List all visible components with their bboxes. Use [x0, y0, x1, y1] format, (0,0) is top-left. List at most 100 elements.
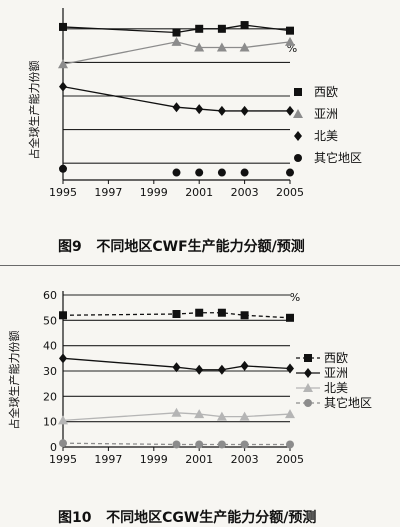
chart-cgw: 1995 1997 1999 2001 2003 2005 0 10 20 30 40 50 60 % 占全… [7, 289, 372, 466]
y-tick-label: 50 [43, 314, 57, 327]
data-point-亚洲 [240, 360, 249, 371]
data-point-亚洲 [58, 59, 68, 69]
data-point-西欧 [195, 308, 204, 317]
data-point-北美 [216, 411, 227, 421]
data-point-西欧 [240, 21, 249, 30]
data-point-西欧 [240, 311, 249, 320]
legend-label: 亚洲 [324, 366, 348, 380]
data-point-亚洲 [172, 362, 181, 373]
data-point-北美 [194, 409, 205, 419]
data-point-其它地区 [286, 440, 294, 449]
legend-marker-西欧 [294, 88, 302, 96]
caption-figure-10: 图10 不同地区CGW生产能力分额/预测 [58, 510, 317, 526]
data-point-其它地区 [59, 439, 67, 448]
data-point-其它地区 [172, 168, 181, 177]
data-point-其它地区 [240, 440, 249, 449]
data-point-其它地区 [195, 168, 204, 177]
x-tick-label: 2005 [276, 186, 304, 199]
data-point-亚洲 [194, 42, 205, 52]
data-point-西欧 [59, 22, 67, 31]
legend-marker-亚洲 [293, 109, 303, 118]
data-point-北美 [59, 81, 67, 92]
data-point-亚洲 [217, 364, 226, 375]
data-point-其它地区 [217, 440, 226, 449]
x-tick-label: 1995 [49, 453, 77, 466]
legend-marker-北美 [303, 383, 313, 392]
data-point-北美 [172, 102, 181, 113]
data-point-其它地区 [172, 440, 181, 449]
data-point-其它地区 [286, 168, 294, 177]
separator-line [0, 265, 400, 266]
data-point-西欧 [172, 28, 181, 37]
legend-label: 亚洲 [314, 107, 338, 121]
data-point-其它地区 [240, 168, 249, 177]
y-tick-label: 0 [50, 441, 57, 454]
unit-label: % [290, 291, 300, 304]
x-tick-label: 1997 [94, 186, 122, 199]
legend-marker-北美 [294, 131, 302, 141]
data-point-其它地区 [59, 164, 67, 173]
data-point-北美 [240, 105, 249, 116]
data-point-西欧 [286, 313, 294, 322]
data-point-西欧 [172, 310, 181, 318]
x-tick-label: 1999 [140, 453, 168, 466]
series-line-北美 [62, 412, 291, 422]
series-line-西欧 [62, 24, 291, 34]
chart-cwf: 1995 1997 1999 2001 2003 2005% 占全球生产能力份额 西欧亚洲北美… [27, 8, 362, 199]
data-point-西欧 [217, 24, 226, 33]
legend-marker-西欧 [304, 354, 312, 362]
data-point-西欧 [217, 308, 226, 317]
series-line-其它地区 [62, 442, 290, 446]
data-point-亚洲 [171, 36, 182, 46]
y-tick-label: 30 [43, 365, 57, 378]
data-point-北美 [217, 105, 226, 116]
y-tick-label: 20 [43, 390, 57, 403]
data-point-北美 [58, 415, 68, 425]
legend-label: 西欧 [324, 351, 348, 365]
data-point-亚洲 [239, 42, 250, 52]
legend-marker-其它地区 [294, 154, 302, 162]
x-tick-label: 2001 [185, 186, 213, 199]
series-line-西欧 [62, 312, 291, 319]
x-tick-label: 1997 [94, 453, 122, 466]
unit-label: % [287, 42, 297, 55]
data-point-西欧 [286, 26, 294, 35]
legend-marker-其它地区 [304, 399, 312, 407]
x-tick-label: 2005 [276, 453, 304, 466]
legend-label: 其它地区 [314, 150, 362, 165]
legend-label: 北美 [314, 129, 338, 143]
x-tick-label: 1995 [49, 186, 77, 199]
x-tick-label: 2003 [231, 186, 259, 199]
data-point-其它地区 [195, 440, 204, 449]
data-point-北美 [286, 105, 294, 116]
data-point-北美 [195, 104, 204, 115]
data-point-西欧 [195, 24, 204, 33]
data-point-亚洲 [285, 36, 295, 46]
y-axis-label: 占全球生产能力份额 [7, 331, 21, 430]
x-tick-label: 1999 [140, 186, 168, 199]
data-point-亚洲 [286, 363, 294, 374]
data-point-亚洲 [59, 353, 67, 364]
series-line-亚洲 [62, 41, 291, 65]
y-tick-label: 60 [43, 289, 57, 302]
caption-figure-9: 图9 不同地区CWF生产能力分额/预测 [58, 239, 305, 255]
data-point-亚洲 [216, 42, 227, 52]
legend-label: 其它地区 [324, 395, 372, 410]
series-line-北美 [62, 86, 290, 112]
data-point-北美 [171, 407, 182, 417]
legend-marker-亚洲 [304, 368, 312, 378]
data-point-亚洲 [195, 364, 204, 375]
y-tick-label: 40 [43, 340, 57, 353]
y-axis-label: 占全球生产能力份额 [27, 61, 41, 160]
y-tick-label: 10 [43, 416, 57, 429]
x-tick-label: 2001 [185, 453, 213, 466]
series-line-亚洲 [62, 357, 291, 371]
legend-label: 西欧 [314, 85, 338, 99]
data-point-西欧 [59, 311, 67, 320]
x-tick-label: 2003 [231, 453, 259, 466]
legend-label: 北美 [324, 381, 348, 395]
data-point-北美 [239, 411, 250, 421]
data-point-其它地区 [217, 168, 226, 177]
data-point-北美 [285, 409, 295, 419]
